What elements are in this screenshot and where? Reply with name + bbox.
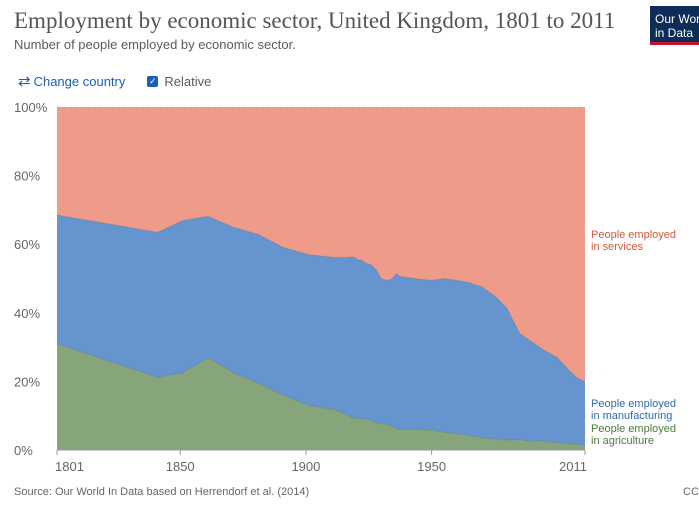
area-boundary-agriculture <box>56 343 586 446</box>
stacked-area-chart: 0% 20% 40% 60% 80% 100% 1801 1850 1900 1950 2011 Pe… <box>14 100 676 474</box>
x-tick-label: 1801 <box>55 459 84 474</box>
license-link[interactable]: CC <box>683 486 699 498</box>
area-services[interactable] <box>57 107 585 382</box>
change-country-label: Change country <box>33 73 126 89</box>
change-country-button[interactable]: ⇄ Change country <box>18 72 125 90</box>
x-tick-label: 1850 <box>166 459 195 474</box>
series-label-services: People employed in services <box>591 229 676 253</box>
chart-subtitle: Number of people employed by economic se… <box>14 37 296 52</box>
logo-line-1: Our World <box>655 12 699 26</box>
checkbox-checked-icon: ✓ <box>147 75 159 87</box>
logo-line-2: in Data <box>655 26 694 40</box>
owid-logo[interactable]: Our World in Data <box>650 6 699 45</box>
area-manufacturing[interactable] <box>57 215 585 445</box>
y-tick-label: 80% <box>14 169 40 184</box>
area-agriculture[interactable] <box>57 343 585 450</box>
y-tick-label: 100% <box>14 100 48 115</box>
x-tick-label: 1900 <box>291 459 320 474</box>
relative-checkbox[interactable]: ✓ Relative <box>147 74 211 89</box>
y-tick-label: 60% <box>14 237 40 252</box>
series-label-manufacturing: People employed in manufacturing <box>591 398 676 422</box>
area-boundary-manufacturing <box>56 214 586 382</box>
chart-controls: ⇄ Change country ✓ Relative <box>18 72 211 90</box>
y-tick-label: 0% <box>14 443 33 458</box>
relative-label: Relative <box>164 73 212 89</box>
y-tick-label: 40% <box>14 306 40 321</box>
chart-title: Employment by economic sector, United Ki… <box>14 8 616 33</box>
series-label-agriculture: People employed in agriculture <box>591 423 676 447</box>
source-note: Source: Our World In Data based on Herre… <box>14 486 310 498</box>
x-tick-label: 2011 <box>559 459 587 474</box>
y-tick-label: 20% <box>14 374 40 389</box>
swap-arrows-icon: ⇄ <box>18 73 31 90</box>
x-tick-label: 1950 <box>417 459 446 474</box>
